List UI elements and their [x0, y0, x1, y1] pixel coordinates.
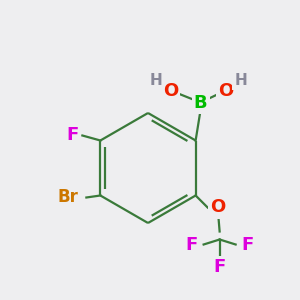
Text: F: F — [242, 236, 254, 253]
Text: B: B — [194, 94, 207, 112]
Text: Br: Br — [58, 188, 79, 206]
Text: H: H — [149, 73, 162, 88]
Text: F: F — [185, 236, 198, 253]
Text: O: O — [163, 82, 178, 100]
Text: O: O — [210, 199, 225, 217]
Text: F: F — [214, 259, 226, 277]
Text: H: H — [234, 73, 247, 88]
Text: O: O — [218, 82, 233, 100]
Text: F: F — [66, 127, 79, 145]
